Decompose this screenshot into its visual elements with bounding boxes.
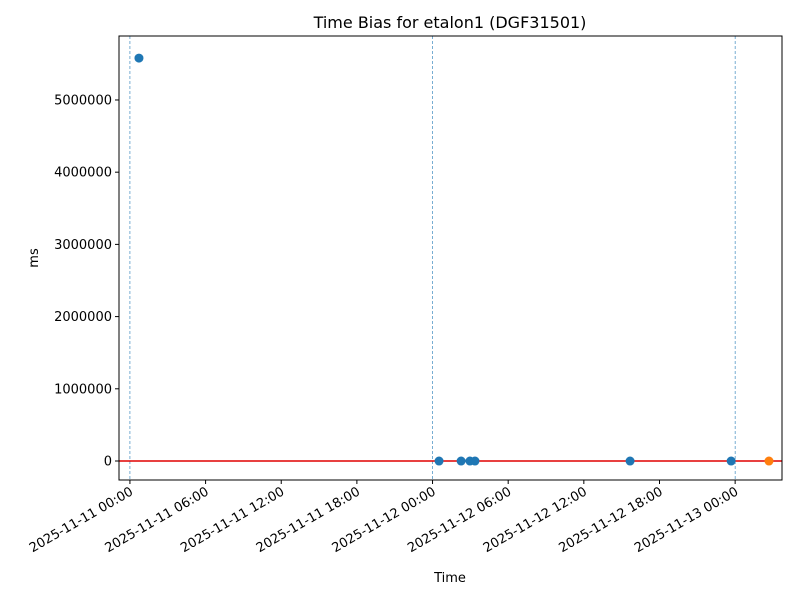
y-tick-label: 3000000	[54, 238, 112, 253]
data-point	[456, 456, 466, 466]
x-axis-label: Time	[433, 571, 466, 586]
y-tick-label: 1000000	[54, 382, 112, 397]
data-point	[470, 456, 480, 466]
y-tick-label: 2000000	[54, 310, 112, 325]
y-tick-label: 4000000	[54, 166, 112, 181]
y-tick-label: 0	[104, 455, 112, 470]
y-tick-label: 5000000	[54, 93, 112, 108]
data-point	[434, 456, 444, 466]
data-point	[764, 456, 774, 466]
chart-title: Time Bias for etalon1 (DGF31501)	[313, 13, 587, 32]
data-point	[625, 456, 635, 466]
data-point	[134, 53, 144, 63]
data-point	[726, 456, 736, 466]
plot-frame	[118, 35, 783, 481]
y-axis-label: ms	[27, 248, 42, 268]
